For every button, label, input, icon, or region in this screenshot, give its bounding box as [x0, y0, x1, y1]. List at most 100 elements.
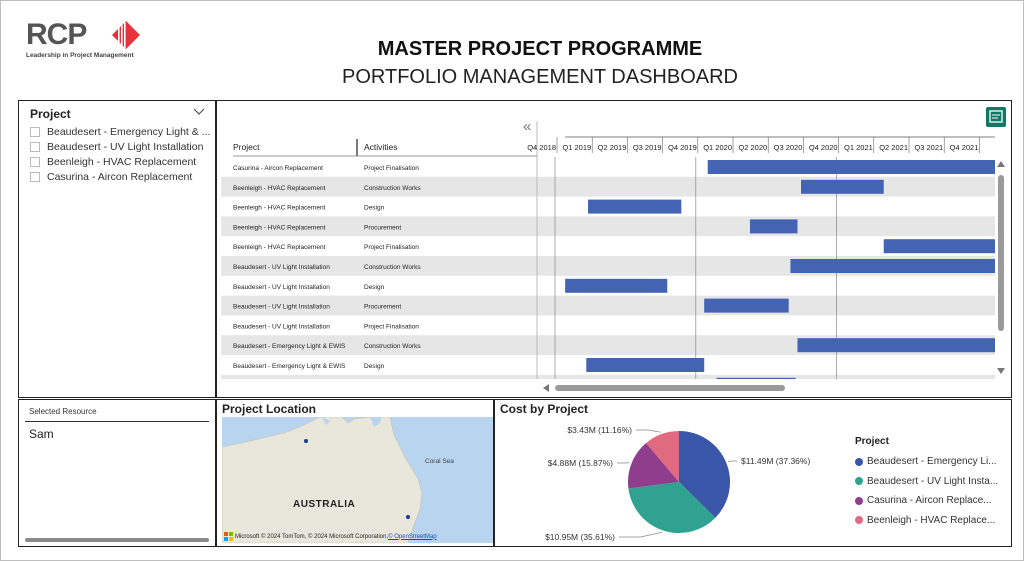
page-title: MASTER PROJECT PROGRAMME [377, 38, 703, 60]
legend-label: Beaudesert - UV Light Insta... [867, 475, 999, 487]
row-project-label: Beaudesert - Emergency Light & EWIS [233, 343, 346, 350]
divider [25, 421, 209, 422]
row-activity-label: Project Finalisation [364, 244, 419, 251]
resource-value: Sam [29, 427, 54, 441]
map-land-shape [222, 417, 423, 543]
timeline-tick-label: Q1 2020 [703, 143, 732, 152]
row-activity-label: Construction Works [364, 343, 421, 350]
focus-mode-icon[interactable] [986, 107, 1006, 127]
scroll-down-icon[interactable] [997, 368, 1005, 374]
scroll-up-icon[interactable] [997, 161, 1005, 167]
timeline-tick-label: Q4 2018 [527, 143, 556, 152]
row-project-label: Beenleigh - HVAC Replacement [233, 244, 326, 251]
gantt-bar[interactable] [883, 239, 995, 254]
slicer-item[interactable]: Beaudesert - Emergency Light & ... [30, 124, 211, 139]
horizontal-scrollbar-thumb[interactable] [555, 385, 785, 391]
pie-canvas: $11.49M (37.36%) $10.95M (35.61%) $4.88M (… [545, 425, 810, 542]
column-header-project[interactable]: Project [233, 142, 260, 152]
selected-resource-card: Selected Resource Sam [18, 399, 216, 547]
row-project-label: Beenleigh - HVAC Replacement [233, 205, 326, 212]
pie-data-label: $10.95M (35.61%) [545, 532, 615, 542]
slicer-item[interactable]: Casurina - Aircon Replacement [30, 169, 211, 184]
column-header-activities[interactable]: Activities [364, 142, 398, 152]
page-subtitle: PORTFOLIO MANAGEMENT DASHBOARD [342, 66, 738, 88]
gantt-bar[interactable] [565, 278, 668, 293]
timeline-tick-label: Q2 2020 [738, 143, 767, 152]
legend-item[interactable]: Beaudesert - Emergency Li... [855, 452, 998, 472]
horizontal-scrollbar[interactable] [25, 538, 209, 542]
row-project-label: Beaudesert - Emergency Light & EWIS [233, 363, 346, 370]
pie-data-label: $4.88M (15.87%) [548, 458, 613, 468]
pie-slice[interactable] [628, 482, 716, 533]
slicer-item-label: Beaudesert - Emergency Light & ... [47, 125, 211, 138]
row-project-label: Casurina - Aircon Replacement [233, 165, 323, 172]
pie-leader-line [619, 531, 663, 538]
openstreetmap-link[interactable]: © OpenStreetMap [388, 533, 437, 540]
pie-leader-line [727, 460, 737, 462]
slicer-title: Project [30, 107, 71, 121]
map-pin[interactable] [406, 515, 410, 519]
gantt-bar[interactable] [797, 338, 995, 353]
map-label-sea: Coral Sea [425, 458, 454, 465]
logo-diamond-icon [112, 21, 140, 49]
map-label-country: AUSTRALIA [293, 499, 356, 510]
pie-slice[interactable] [646, 431, 679, 482]
slicer-item-label: Beenleigh - HVAC Replacement [47, 155, 197, 168]
legend-label: Beenleigh - HVAC Replace... [867, 514, 996, 526]
chart-legend: Project Beaudesert - Emergency Li... Bea… [855, 436, 998, 530]
pie-slice[interactable] [628, 443, 679, 489]
rcp-logo: RCP Leadership in Project Management [26, 18, 156, 62]
timeline-tick-label: Q3 2021 [914, 143, 943, 152]
legend-item[interactable]: Beaudesert - UV Light Insta... [855, 472, 998, 492]
timeline-tick-label: Q3 2019 [633, 143, 662, 152]
legend-item[interactable]: Beenleigh - HVAC Replace... [855, 511, 998, 531]
timeline-tick-label: Q2 2021 [879, 143, 908, 152]
project-location-map: Project Location AUSTRALIA Coral Sea Mic… [216, 399, 494, 547]
timeline-tick-label: Q1 2021 [844, 143, 873, 152]
legend-label: Casurina - Aircon Replace... [867, 495, 992, 507]
map-pin[interactable] [304, 439, 308, 443]
vertical-scrollbar-thumb[interactable] [998, 175, 1004, 331]
gantt-bar[interactable] [704, 298, 789, 313]
resource-label: Selected Resource [29, 407, 97, 416]
row-activity-label: Design [364, 363, 385, 370]
slicer-item[interactable]: Beaudesert - UV Light Installation [30, 139, 211, 154]
chevron-down-icon[interactable] [193, 105, 205, 117]
gantt-chart: Project Activities « Q4 2018 Q1 2019 Q2 2019 Q… [216, 100, 1012, 398]
scroll-left-icon[interactable] [543, 384, 549, 392]
gantt-bar[interactable] [749, 219, 798, 234]
slicer-item[interactable]: Beenleigh - HVAC Replacement [30, 154, 211, 169]
pie-slice[interactable] [679, 431, 730, 518]
credit-text: © 2024 TomTom, © 2024 Microsoft Corporat… [261, 533, 389, 540]
logo-tagline: Leadership in Project Management [26, 52, 134, 59]
row-project-label: Beaudesert - UV Light Installation [233, 264, 330, 271]
cost-by-project-chart: Cost by Project $11.49M (37.36%) $10.95M … [494, 399, 1012, 547]
gantt-bar[interactable] [707, 160, 995, 174]
gantt-canvas: Project Activities « Q4 2018 Q1 2019 Q2 2019 Q… [221, 107, 1011, 397]
row-project-label: Beaudesert - UV Light Installation [233, 323, 330, 330]
gantt-bar[interactable] [801, 179, 884, 194]
microsoft-logo-icon [224, 532, 233, 541]
logo-text: RCP [26, 18, 87, 51]
gantt-bar[interactable] [790, 259, 995, 273]
pie-data-label: $11.49M (37.36%) [741, 456, 810, 466]
pie-data-label: $3.43M (11.16%) [567, 425, 632, 435]
collapse-icon[interactable]: « [523, 118, 531, 135]
checkbox[interactable] [30, 126, 40, 137]
gantt-bar[interactable] [588, 199, 682, 214]
row-project-label: Beaudesert - UV Light Installation [233, 304, 330, 311]
timeline-tick-label: Q4 2020 [809, 143, 838, 152]
legend-item[interactable]: Casurina - Aircon Replace... [855, 491, 998, 511]
checkbox[interactable] [30, 171, 40, 182]
legend-dot-3 [855, 516, 863, 525]
row-activity-label: Construction Works [364, 185, 421, 192]
row-project-label: Beenleigh - HVAC Replacement [233, 224, 326, 231]
checkbox[interactable] [30, 141, 40, 152]
checkbox[interactable] [30, 156, 40, 167]
gantt-bar[interactable] [586, 358, 705, 372]
row-activity-label: Procurement [364, 304, 401, 311]
timeline-tick-label: Q3 2020 [774, 143, 803, 152]
slicer-item-label: Casurina - Aircon Replacement [47, 170, 193, 183]
map-canvas[interactable]: AUSTRALIA Coral Sea Microsoft © 2024 Tom… [222, 417, 493, 543]
legend-label: Beaudesert - Emergency Li... [867, 456, 997, 468]
